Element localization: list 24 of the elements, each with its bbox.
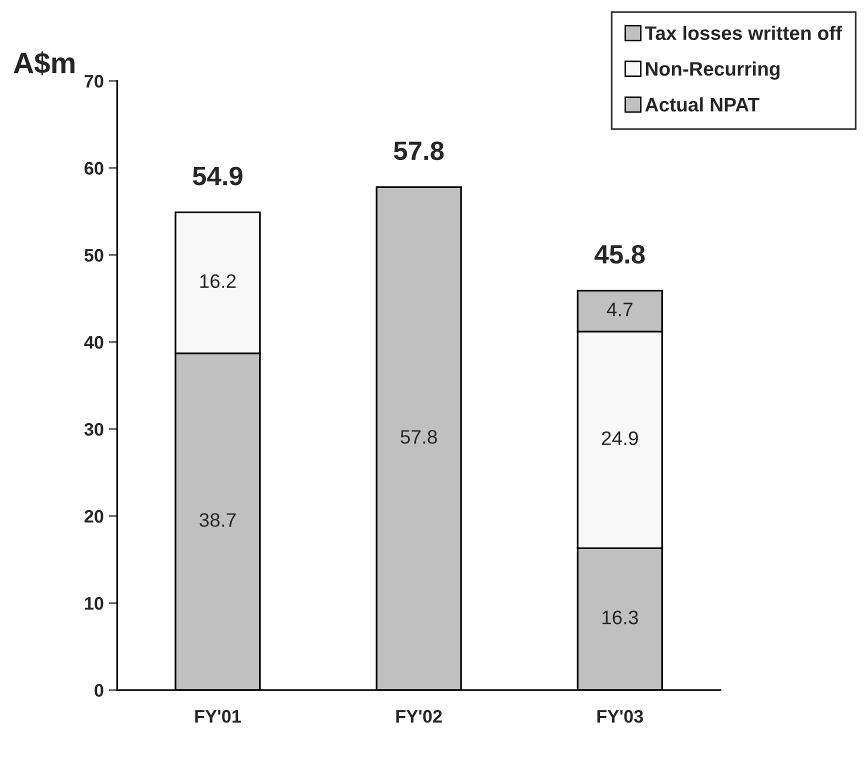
data-label: 38.7 (200, 513, 236, 527)
data-label: 16.3 (602, 610, 638, 624)
data-label: 4.7 (606, 302, 632, 316)
y-tick-label: 0 (94, 684, 104, 697)
x-tick-label: FY'02 (396, 710, 442, 723)
x-tick-label: FY'01 (195, 710, 241, 723)
x-tick-label: FY'03 (597, 710, 643, 723)
data-label: 16.2 (200, 274, 236, 288)
y-tick-label: 20 (84, 510, 104, 523)
y-tick-label: 40 (84, 336, 104, 349)
y-tick-label: 30 (84, 422, 104, 436)
y-tick-label: 70 (84, 74, 104, 88)
total-label: 57.8 (394, 141, 444, 160)
data-label: 24.9 (602, 431, 638, 446)
y-tick-label: 60 (84, 162, 104, 175)
legend-label: Non-Recurring (646, 61, 780, 80)
data-label: 57.8 (400, 430, 437, 444)
total-label: 45.8 (594, 245, 645, 264)
y-axis-title: A$m (14, 51, 74, 76)
y-tick-label: 50 (84, 248, 104, 262)
legend-label: Tax losses written off (644, 26, 842, 40)
total-label: 54.9 (192, 166, 242, 186)
y-tick-label: 10 (85, 596, 104, 610)
legend-label: Actual NPAT (645, 97, 760, 112)
